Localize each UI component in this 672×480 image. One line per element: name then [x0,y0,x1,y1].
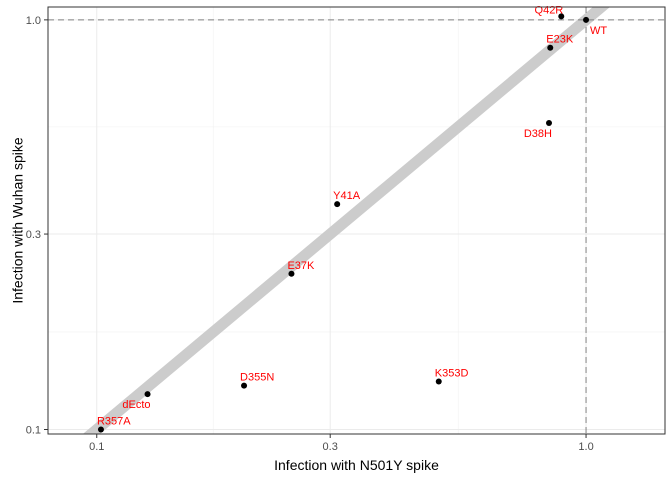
x-tick-label: 1.0 [578,441,593,453]
data-point [288,270,295,277]
y-axis-title: Infection with Wuhan spike [10,137,26,303]
data-point [583,16,590,23]
point-label: K353D [435,367,469,379]
point-label: R357A [97,415,131,427]
point-label: D355N [240,372,274,384]
panel-border [47,6,666,435]
point-label: dEcto [122,399,150,411]
data-point [241,382,248,389]
point-label: D38H [524,128,552,140]
y-tick-label: 0.1 [26,424,41,436]
data-point [435,378,442,385]
data-point [144,391,151,398]
point-label: E37K [287,260,315,272]
point-label: Y41A [333,190,361,202]
x-axis-title: Infection with N501Y spike [274,457,439,473]
data-point [558,13,565,20]
data-point [545,120,552,127]
data-point [334,201,341,208]
data-point [547,44,554,51]
plot-area: WT Q42R E23K D38H Y41A E37K D355N K353D dEcto R35… [26,4,666,453]
y-tick-label: 0.3 [26,229,41,241]
x-tick-label: 0.3 [323,441,338,453]
point-label: E23K [546,34,574,46]
y-tick-label: 1.0 [26,15,41,27]
point-label: Q42R [535,4,564,16]
x-tick-label: 0.1 [89,441,104,453]
trend-line [82,7,610,434]
data-point [97,426,104,433]
point-label: WT [590,25,607,37]
